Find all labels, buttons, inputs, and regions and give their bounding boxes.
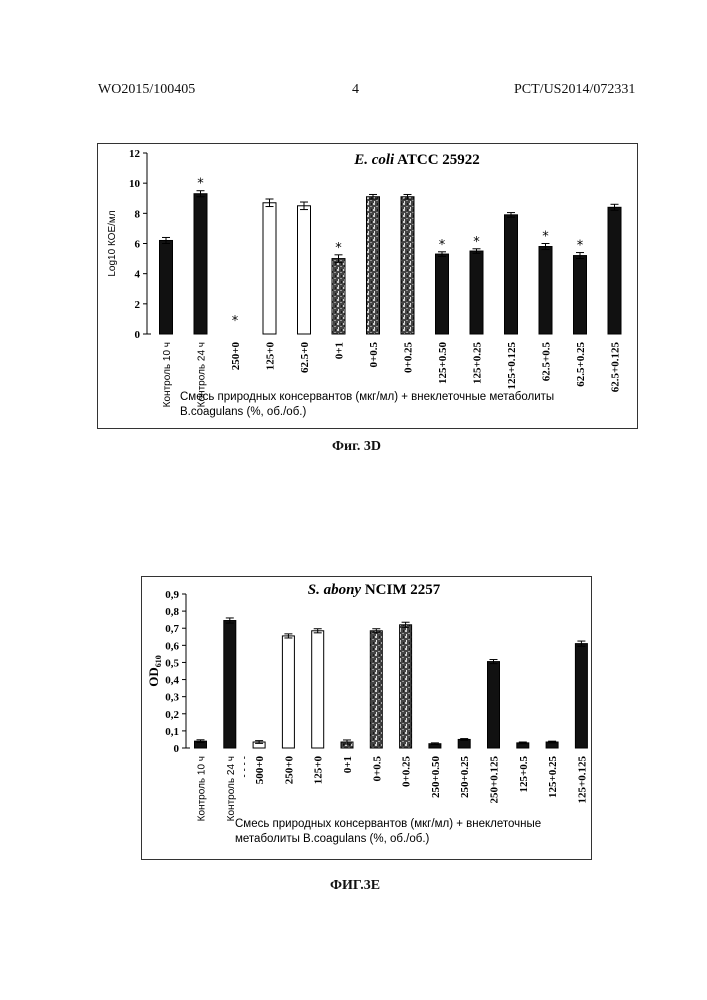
chart-title-organism: S. abony (308, 582, 362, 598)
y-tick-label: 4 (135, 269, 141, 281)
x-tick-label: 125+0.50 (437, 342, 449, 385)
y-tick-label: 10 (129, 178, 141, 190)
bar (263, 203, 276, 334)
figure-caption-3d: Фиг. 3D (332, 439, 381, 455)
y-tick-label: 6 (135, 239, 141, 251)
figure-caption-3e: ФИГ.3E (330, 878, 380, 894)
y-tick-label: 0,2 (165, 709, 179, 721)
bar (436, 254, 449, 334)
x-tick-label: Контроль 24 ч (226, 756, 237, 821)
significance-star: * (542, 230, 549, 245)
x-tick-label: 125+0.125 (576, 756, 588, 804)
x-tick-label: 250+0.50 (430, 756, 442, 799)
page-number: 4 (352, 82, 359, 98)
bar (575, 644, 587, 748)
x-tick-label: 0+0.25 (401, 756, 413, 788)
chart-title: S. abony NCIM 2257 (308, 582, 441, 598)
chart-ecoli-svg: 0 2 4 6 8 10 12 Log10 КОЕ/мл E. coli ATCC 25922 К… (97, 143, 638, 429)
control-separator: - - - - (239, 756, 250, 778)
y-tick-label: 0,8 (165, 606, 179, 618)
bar (224, 621, 236, 748)
chart-title-organism: E. coli (353, 152, 395, 168)
bar (608, 207, 621, 334)
x-tick-label: 500+0 (254, 756, 266, 785)
bar (470, 251, 483, 334)
x-tick-label: 0+0.5 (368, 342, 380, 368)
patent-number: WO2015/100405 (98, 82, 195, 98)
x-tick-label: 0+1 (334, 342, 346, 359)
significance-star: * (473, 235, 480, 250)
x-tick-label: 0+0.5 (371, 756, 383, 782)
x-tick-label: 62.5+0.5 (541, 342, 553, 382)
x-tick-label: Контроль 10 ч (162, 342, 173, 407)
x-axis-label-line: метаболиты B.coagulans (%, об./об.) (235, 833, 430, 845)
x-tick-label: 125+0 (313, 756, 325, 785)
bar (488, 662, 500, 748)
y-tick-label: 0,4 (165, 675, 179, 687)
significance-star: * (439, 238, 446, 253)
bar (574, 256, 587, 334)
y-axis-label-text: Log10 КОЕ/мл (107, 210, 118, 276)
bar (505, 215, 518, 334)
significance-star: * (197, 177, 204, 192)
y-tick-label: 0 (135, 329, 141, 341)
bar (370, 631, 382, 748)
x-axis-label-line: Смесь природных консервантов (мкг/мл) + … (235, 818, 541, 830)
x-tick-label: 0+0.25 (403, 342, 415, 374)
bar (194, 194, 207, 334)
bar (401, 197, 414, 334)
x-tick-label: 62.5+0.25 (575, 342, 587, 387)
y-axis-label-text: OD (146, 667, 161, 687)
chart-sabony-svg: 0 0,1 0,2 0,3 0,4 0,5 0,6 0,7 0,8 0,9 OD610 S. abon… (141, 576, 592, 860)
y-tick-label: 0,5 (165, 657, 179, 669)
x-tick-label: 62.5+0 (299, 342, 311, 374)
y-tick-label: 0 (174, 743, 180, 755)
y-tick-label: 0,7 (165, 623, 179, 635)
y-axis-label: Log10 КОЕ/мл (107, 210, 118, 276)
y-tick-label: 0,6 (165, 640, 179, 652)
bar (282, 636, 294, 748)
x-tick-label: 250+0.25 (459, 756, 471, 799)
x-tick-label: 250+0 (283, 756, 295, 785)
bar (160, 240, 173, 334)
x-tick-label: 125+0.25 (547, 756, 559, 799)
x-tick-label: 250+0.125 (489, 756, 501, 804)
y-tick-label: 0,1 (165, 726, 179, 738)
x-tick-label: 125+0.25 (472, 342, 484, 385)
y-tick-label: 0,3 (165, 692, 179, 704)
y-axis-label-subscript: 610 (154, 655, 163, 667)
significance-star: * (335, 241, 342, 256)
x-tick-label: 125+0 (265, 342, 277, 371)
chart-sabony: 0 0,1 0,2 0,3 0,4 0,5 0,6 0,7 0,8 0,9 OD610 S. abon… (141, 576, 592, 860)
chart-ecoli: 0 2 4 6 8 10 12 Log10 КОЕ/мл E. coli ATCC 25922 К… (97, 143, 638, 429)
y-tick-label: 0,9 (165, 589, 179, 601)
significance-star: * (232, 314, 239, 329)
y-tick-label: 2 (135, 299, 141, 311)
x-tick-label: 125+0.5 (518, 756, 530, 793)
bar (400, 625, 412, 748)
bar (539, 247, 552, 334)
bar (367, 197, 380, 334)
x-tick-label: 250+0 (230, 342, 242, 371)
significance-star: * (577, 239, 584, 254)
x-axis-label-line: B.coagulans (%, об./об.) (180, 406, 306, 418)
bar (312, 631, 324, 748)
bar (298, 206, 311, 334)
chart-title-strain: ATCC 25922 (394, 152, 480, 168)
x-tick-label: 62.5+0.125 (610, 342, 622, 393)
y-tick-label: 8 (135, 208, 141, 220)
chart-title: E. coli ATCC 25922 (353, 152, 480, 168)
x-axis-label-line: Смесь природных консервантов (мкг/мл) + … (180, 391, 554, 403)
x-tick-label: 0+1 (342, 756, 354, 773)
application-number: PCT/US2014/072331 (514, 82, 635, 98)
bar (332, 259, 345, 334)
x-tick-label: Контроль 10 ч (197, 756, 208, 821)
y-tick-label: 12 (129, 148, 141, 160)
x-tick-label: 125+0.125 (506, 342, 518, 390)
chart-title-strain: NCIM 2257 (361, 582, 441, 598)
